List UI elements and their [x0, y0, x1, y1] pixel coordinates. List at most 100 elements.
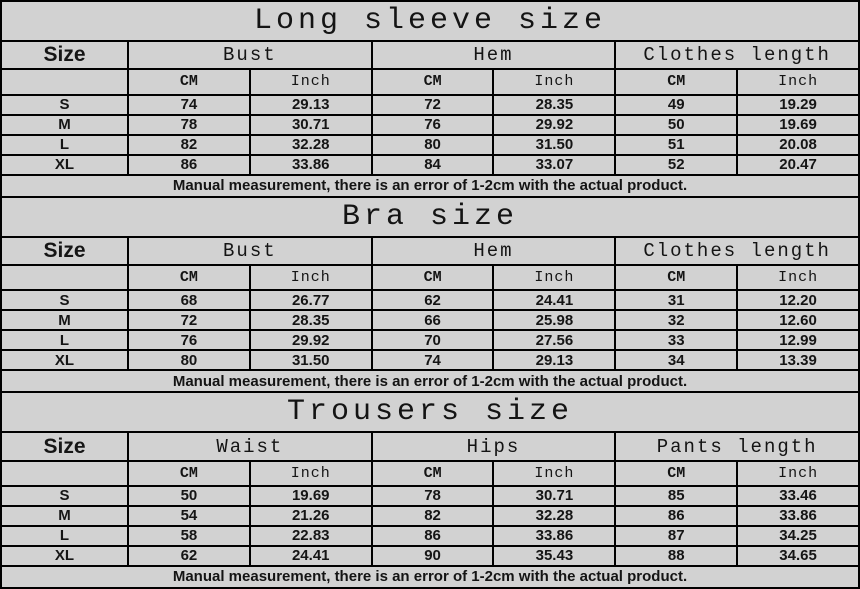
value-cell: 33.86	[492, 524, 617, 547]
header-row: Size Bust Hem Clothes length	[0, 39, 860, 71]
size-table: Bra size Size Bust Hem Clothes length CM In…	[0, 195, 860, 394]
value-cell: 29.13	[248, 93, 373, 116]
inch-unit-label: Inch	[492, 264, 617, 292]
value-cell: 25.98	[492, 309, 617, 332]
value-cell: 12.99	[736, 329, 860, 352]
value-cell: 19.29	[736, 93, 860, 116]
cm-unit-label: CM	[614, 264, 739, 292]
value-cell: 50	[614, 113, 739, 136]
table-row: L 76 29.92 70 27.56 33 12.99	[0, 329, 860, 352]
value-cell: 87	[614, 524, 739, 547]
value-cell: 33	[614, 329, 739, 352]
value-cell: 33.86	[736, 504, 860, 527]
size-cell: M	[0, 113, 129, 136]
size-cell: M	[0, 504, 129, 527]
value-cell: 80	[127, 349, 251, 372]
cm-unit-label: CM	[370, 459, 495, 487]
cm-unit-label: CM	[127, 264, 251, 292]
value-cell: 78	[370, 484, 495, 507]
size-cell: L	[0, 329, 129, 352]
column-header: Bust	[127, 39, 373, 71]
value-cell: 35.43	[492, 544, 617, 567]
note-row: Manual measurement, there is an error of…	[0, 173, 860, 198]
value-cell: 82	[370, 504, 495, 527]
value-cell: 33.46	[736, 484, 860, 507]
value-cell: 12.20	[736, 289, 860, 312]
inch-unit-label: Inch	[248, 264, 373, 292]
column-header: Pants length	[614, 431, 860, 462]
note-row: Manual measurement, there is an error of…	[0, 369, 860, 394]
column-header: Waist	[127, 431, 373, 462]
column-header: Hem	[370, 235, 617, 267]
size-cell: S	[0, 93, 129, 116]
value-cell: 76	[370, 113, 495, 136]
value-cell: 50	[127, 484, 251, 507]
value-cell: 20.08	[736, 133, 860, 156]
header-row: Size Bust Hem Clothes length	[0, 235, 860, 267]
cm-unit-label: CM	[127, 68, 251, 96]
table-body: S 74 29.13 72 28.35 49 19.29 M 78 30.71 76 29.92 50 1…	[0, 93, 860, 176]
value-cell: 31	[614, 289, 739, 312]
table-row: S 74 29.13 72 28.35 49 19.29	[0, 93, 860, 116]
size-column-header: Size	[0, 235, 129, 267]
value-cell: 85	[614, 484, 739, 507]
table-title-row: Long sleeve size	[0, 0, 860, 42]
value-cell: 34.25	[736, 524, 860, 547]
value-cell: 80	[370, 133, 495, 156]
value-cell: 32.28	[248, 133, 373, 156]
size-table: Trousers size Size Waist Hips Pants length…	[0, 391, 860, 589]
value-cell: 33.86	[248, 153, 373, 176]
size-cell: XL	[0, 153, 129, 176]
table-title-row: Bra size	[0, 195, 860, 238]
cm-unit-label: CM	[370, 264, 495, 292]
value-cell: 70	[370, 329, 495, 352]
size-table-section: Long sleeve size Size Bust Hem Clothes len…	[0, 0, 860, 198]
value-cell: 66	[370, 309, 495, 332]
size-cell: L	[0, 133, 129, 156]
value-cell: 90	[370, 544, 495, 567]
table-row: M 72 28.35 66 25.98 32 12.60	[0, 309, 860, 332]
measurement-note: Manual measurement, there is an error of…	[0, 564, 860, 589]
value-cell: 78	[127, 113, 251, 136]
column-header: Clothes length	[614, 39, 860, 71]
value-cell: 29.92	[492, 113, 617, 136]
value-cell: 31.50	[248, 349, 373, 372]
size-cell: S	[0, 289, 129, 312]
size-column-header: Size	[0, 431, 129, 462]
value-cell: 28.35	[248, 309, 373, 332]
value-cell: 86	[127, 153, 251, 176]
size-cell: XL	[0, 544, 129, 567]
size-table-section: Trousers size Size Waist Hips Pants length…	[0, 391, 860, 589]
value-cell: 72	[127, 309, 251, 332]
value-cell: 86	[370, 524, 495, 547]
table-row: L 82 32.28 80 31.50 51 20.08	[0, 133, 860, 156]
value-cell: 34	[614, 349, 739, 372]
table-row: XL 62 24.41 90 35.43 88 34.65	[0, 544, 860, 567]
table-title: Trousers size	[0, 391, 860, 434]
inch-unit-label: Inch	[492, 459, 617, 487]
value-cell: 62	[370, 289, 495, 312]
value-cell: 28.35	[492, 93, 617, 116]
value-cell: 32.28	[492, 504, 617, 527]
subheader-row: CM Inch CM Inch CM Inch	[0, 68, 860, 96]
inch-unit-label: Inch	[736, 68, 860, 96]
size-table: Long sleeve size Size Bust Hem Clothes len…	[0, 0, 860, 198]
value-cell: 68	[127, 289, 251, 312]
value-cell: 27.56	[492, 329, 617, 352]
table-title-row: Trousers size	[0, 391, 860, 434]
value-cell: 34.65	[736, 544, 860, 567]
cm-unit-label: CM	[370, 68, 495, 96]
size-cell: L	[0, 524, 129, 547]
table-body: S 50 19.69 78 30.71 85 33.46 M 54 21.26 82 32.28 86 3…	[0, 484, 860, 567]
table-row: S 68 26.77 62 24.41 31 12.20	[0, 289, 860, 312]
value-cell: 20.47	[736, 153, 860, 176]
value-cell: 30.71	[492, 484, 617, 507]
subheader-row: CM Inch CM Inch CM Inch	[0, 264, 860, 292]
value-cell: 74	[370, 349, 495, 372]
value-cell: 88	[614, 544, 739, 567]
table-row: S 50 19.69 78 30.71 85 33.46	[0, 484, 860, 507]
column-header: Clothes length	[614, 235, 860, 267]
value-cell: 22.83	[248, 524, 373, 547]
value-cell: 76	[127, 329, 251, 352]
